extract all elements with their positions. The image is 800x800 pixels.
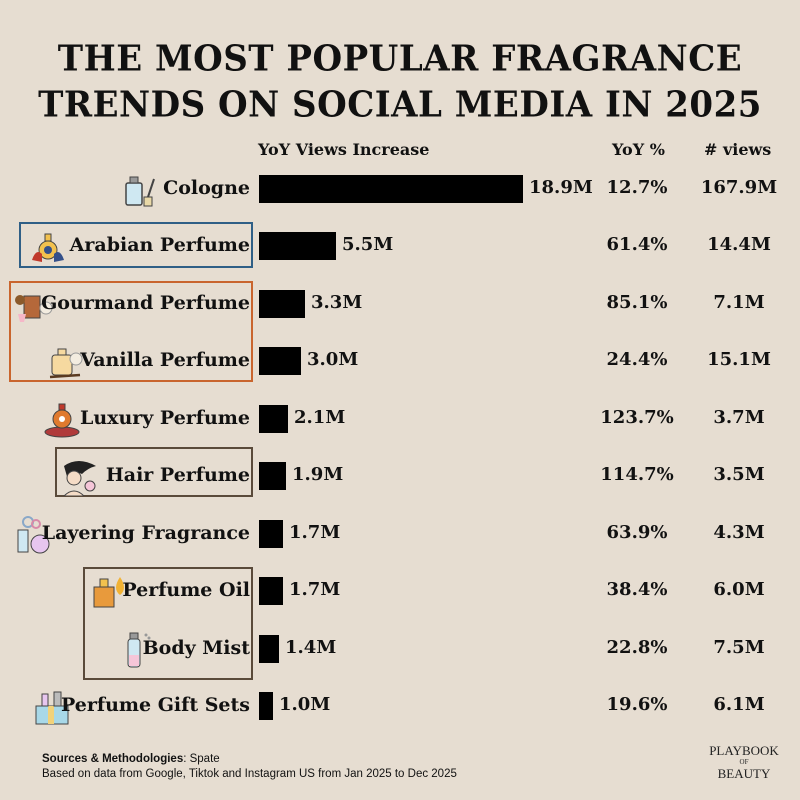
arabian-perfume-icon <box>28 226 68 266</box>
views-value: 3.7M <box>713 407 765 428</box>
luxury-perfume-icon <box>42 399 82 439</box>
bar-row: Vanilla Perfume 3.0M 24.4% 15.1M <box>0 341 800 381</box>
yoy-percent-value: 61.4% <box>606 234 668 255</box>
views-increase-value: 1.7M <box>289 522 341 543</box>
views-value: 7.1M <box>713 292 765 313</box>
yoy-percent-value: 85.1% <box>606 292 668 313</box>
views-value: 14.4M <box>707 234 771 255</box>
layering-fragrance-icon <box>14 514 54 554</box>
views-increase-bar <box>259 347 301 375</box>
row-label: Hair Perfume <box>105 464 250 486</box>
views-increase-bar <box>259 462 286 490</box>
body-mist-icon <box>116 629 156 669</box>
arabian-highlight-box <box>19 222 253 268</box>
bar-row: Hair Perfume 1.9M 114.7% 3.5M <box>0 456 800 497</box>
gift-set-icon <box>32 686 72 726</box>
bar-row: Luxury Perfume 2.1M 123.7% 3.7M <box>0 399 800 439</box>
views-increase-value: 2.1M <box>294 407 346 428</box>
row-label: Layering Fragrance <box>41 522 250 544</box>
bar-row: Perfume Gift Sets 1.0M 19.6% 6.1M <box>0 686 800 726</box>
vanilla-perfume-icon <box>44 341 84 381</box>
bar-row: Body Mist 1.4M 22.8% 7.5M <box>0 629 800 669</box>
header-yoy-views-increase: YoY Views Increase <box>258 140 430 159</box>
hair-highlight-box <box>55 447 253 497</box>
views-increase-bar <box>259 520 283 548</box>
row-label: Luxury Perfume <box>79 407 250 429</box>
views-value: 6.1M <box>713 694 765 715</box>
hair-perfume-icon <box>60 456 100 497</box>
views-increase-bar <box>259 175 523 203</box>
yoy-percent-value: 38.4% <box>606 579 668 600</box>
views-increase-bar <box>259 232 336 260</box>
header-views: # views <box>704 140 772 159</box>
yoy-percent-value: 22.8% <box>606 637 668 658</box>
row-label: Perfume Gift Sets <box>61 694 250 716</box>
row-label: Gourmand Perfume <box>41 292 250 314</box>
views-increase-bar <box>259 405 288 433</box>
views-increase-value: 18.9M <box>529 177 593 198</box>
title-line-1: THE MOST POPULAR FRAGRANCE <box>57 37 743 80</box>
footer: Sources & Methodologies: Spate Based on … <box>42 752 457 782</box>
yoy-percent-value: 12.7% <box>606 177 668 198</box>
playbook-of-beauty-logo: PLAYBOOK OF BEAUTY <box>700 744 788 781</box>
bar-row: Cologne 18.9M 12.7% 167.9M <box>0 169 800 209</box>
views-increase-value: 1.9M <box>292 464 344 485</box>
gourmand-vanilla-highlight-box <box>9 281 253 382</box>
sources-value: : Spate <box>183 753 220 765</box>
cologne-bottle-icon <box>118 169 158 209</box>
oil-mist-highlight-box <box>83 567 253 680</box>
views-value: 167.9M <box>700 177 778 198</box>
row-label: Body Mist <box>142 637 250 659</box>
row-label: Vanilla Perfume <box>80 349 250 371</box>
bar-row: Gourmand Perfume 3.3M 85.1% 7.1M <box>0 284 800 324</box>
views-increase-bar <box>259 692 273 720</box>
chart-title: THE MOST POPULAR FRAGRANCE TRENDS ON SOC… <box>0 36 800 128</box>
views-value: 15.1M <box>707 349 771 370</box>
views-increase-bar <box>259 290 305 318</box>
views-value: 4.3M <box>713 522 765 543</box>
gourmand-perfume-icon <box>14 284 54 324</box>
bar-row: Perfume Oil 1.7M 38.4% 6.0M <box>0 571 800 611</box>
views-increase-bar <box>259 577 283 605</box>
row-label: Cologne <box>163 177 250 199</box>
perfume-oil-icon <box>88 571 128 611</box>
views-value: 3.5M <box>713 464 765 485</box>
views-increase-value: 1.4M <box>285 637 337 658</box>
bar-row: Layering Fragrance 1.7M 63.9% 4.3M <box>0 514 800 554</box>
row-label: Perfume Oil <box>122 579 250 601</box>
footer-note: Based on data from Google, Tiktok and In… <box>42 768 457 780</box>
logo-line-1: PLAYBOOK <box>709 743 779 758</box>
views-increase-bar <box>259 635 279 663</box>
logo-line-2: OF <box>739 758 749 766</box>
row-label: Arabian Perfume <box>69 234 250 256</box>
views-increase-value: 1.0M <box>279 694 331 715</box>
views-increase-value: 5.5M <box>342 234 394 255</box>
views-increase-value: 1.7M <box>289 579 341 600</box>
views-value: 7.5M <box>713 637 765 658</box>
views-value: 6.0M <box>713 579 765 600</box>
sources-label: Sources & Methodologies <box>42 753 184 765</box>
header-yoy-percent: YoY % <box>612 140 665 159</box>
yoy-percent-value: 123.7% <box>600 407 674 428</box>
views-increase-value: 3.3M <box>311 292 363 313</box>
logo-line-3: BEAUTY <box>717 766 771 781</box>
bar-row: Arabian Perfume 5.5M 61.4% 14.4M <box>0 226 800 266</box>
yoy-percent-value: 24.4% <box>606 349 668 370</box>
yoy-percent-value: 114.7% <box>600 464 674 485</box>
views-increase-value: 3.0M <box>307 349 359 370</box>
title-line-2: TRENDS ON SOCIAL MEDIA IN 2025 <box>38 84 762 127</box>
yoy-percent-value: 63.9% <box>606 522 668 543</box>
yoy-percent-value: 19.6% <box>606 694 668 715</box>
